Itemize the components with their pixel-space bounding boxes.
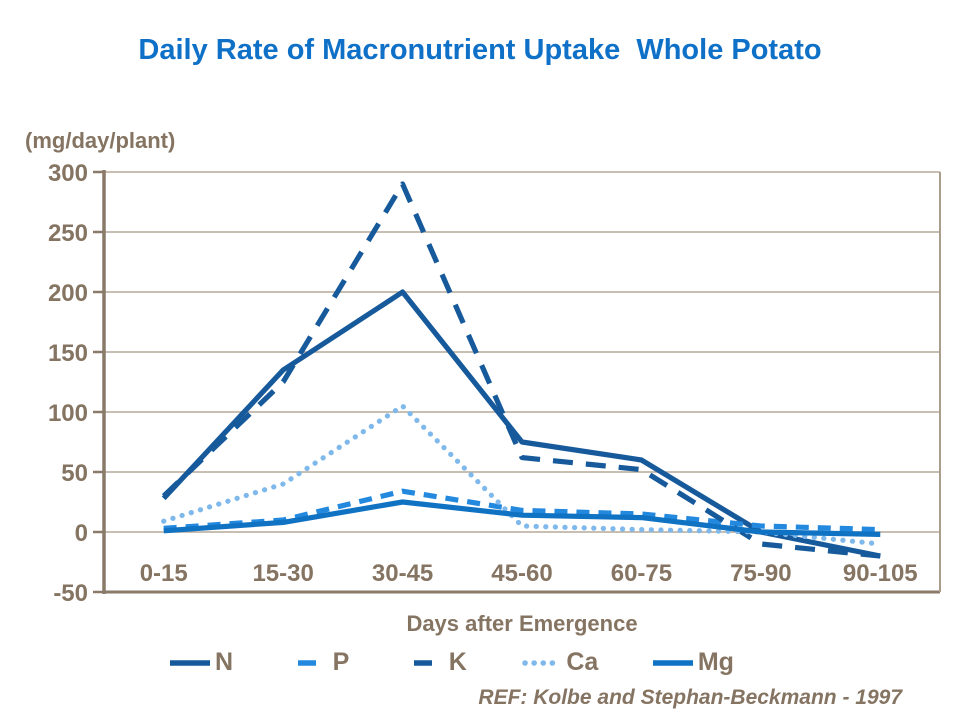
y-tick-label: 150 bbox=[48, 340, 88, 367]
series-line-Ca bbox=[161, 403, 883, 547]
legend-swatch-dashed-icon bbox=[297, 659, 316, 666]
y-tick-label: -50 bbox=[53, 580, 88, 607]
reference-citation: REF: Kolbe and Stephan-Beckmann - 1997 bbox=[478, 686, 902, 709]
x-axis-title: Days after Emergence bbox=[406, 611, 638, 636]
legend-swatch-long-dash-icon bbox=[413, 659, 432, 666]
series-line-Mg bbox=[163, 499, 881, 537]
y-axis-unit-label: (mg/day/plant) bbox=[25, 128, 176, 153]
legend: N P K Ca Mg bbox=[168, 648, 734, 677]
y-tick-label: 300 bbox=[48, 160, 88, 187]
y-tick-label: 50 bbox=[61, 460, 88, 487]
x-tick-label: 60-75 bbox=[611, 560, 672, 587]
legend-label-N: N bbox=[215, 648, 234, 676]
x-tick-label: 75-90 bbox=[730, 560, 791, 587]
legend-label-Ca: Ca bbox=[566, 648, 599, 676]
legend-swatch-solid-icon bbox=[170, 659, 210, 666]
y-tick-label: 100 bbox=[48, 400, 88, 427]
legend-entry-P: P bbox=[286, 648, 350, 677]
legend-label-Mg: Mg bbox=[697, 648, 734, 676]
legend-entry-Ca: Ca bbox=[519, 648, 598, 677]
legend-swatch-solid-icon bbox=[652, 659, 693, 666]
x-tick-label: 15-30 bbox=[252, 560, 313, 587]
legend-entry-N: N bbox=[168, 648, 233, 677]
series-line-K bbox=[161, 181, 881, 559]
legend-entry-K: K bbox=[402, 648, 467, 677]
x-tick-label: 45-60 bbox=[491, 560, 552, 587]
legend-label-P: P bbox=[332, 648, 350, 676]
y-tick-label: 250 bbox=[48, 220, 88, 247]
legend-swatch-dotted-icon bbox=[522, 659, 563, 666]
legend-entry-Mg: Mg bbox=[651, 648, 734, 677]
x-tick-label: 0-15 bbox=[140, 560, 188, 587]
y-tick-label: 0 bbox=[75, 520, 88, 547]
x-tick-label: 30-45 bbox=[372, 560, 433, 587]
x-tick-label: 90-105 bbox=[843, 560, 918, 587]
chart-title: Daily Rate of Macronutrient Uptake Whole… bbox=[138, 34, 822, 66]
legend-label-K: K bbox=[448, 648, 467, 676]
y-tick-label: 200 bbox=[48, 280, 88, 307]
